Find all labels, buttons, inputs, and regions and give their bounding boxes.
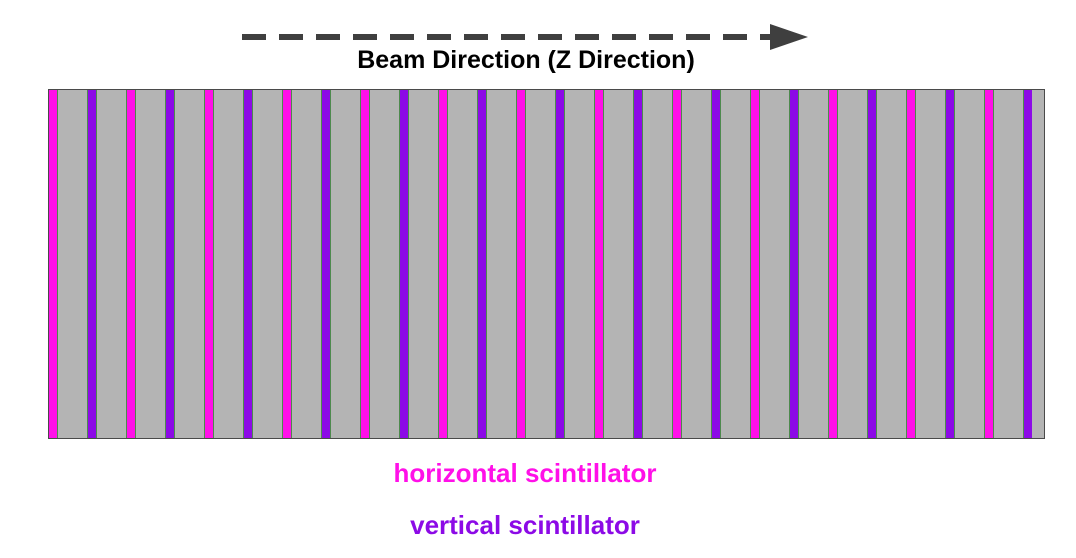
horizontal-scintillator-layer — [49, 90, 57, 438]
absorber-layer — [135, 90, 166, 438]
absorber-layer — [96, 90, 127, 438]
absorber-layer — [954, 90, 985, 438]
absorber-layer — [564, 90, 595, 438]
absorber-layer — [876, 90, 907, 438]
absorber-layer — [993, 90, 1024, 438]
absorber-layer — [759, 90, 790, 438]
arrow-head — [770, 24, 808, 50]
vertical-scintillator-layer — [946, 90, 954, 438]
vertical-scintillator-layer — [400, 90, 408, 438]
vertical-scintillator-layer — [322, 90, 330, 438]
legend-vertical-scintillator: vertical scintillator — [410, 510, 640, 540]
horizontal-scintillator-layer — [517, 90, 525, 438]
vertical-scintillator-layer — [790, 90, 798, 438]
absorber-layer — [174, 90, 205, 438]
vertical-scintillator-layer — [478, 90, 486, 438]
horizontal-scintillator-layer — [907, 90, 915, 438]
absorber-layer — [525, 90, 556, 438]
vertical-scintillator-layer — [1024, 90, 1032, 438]
horizontal-scintillator-layer — [127, 90, 135, 438]
diagram-title: Beam Direction (Z Direction) — [357, 46, 695, 74]
absorber-layer — [798, 90, 829, 438]
absorber-layer — [603, 90, 634, 438]
absorber-layer — [57, 90, 88, 438]
horizontal-scintillator-layer — [205, 90, 213, 438]
absorber-layer — [291, 90, 322, 438]
horizontal-scintillator-layer — [595, 90, 603, 438]
absorber-layer — [720, 90, 751, 438]
horizontal-scintillator-layer — [361, 90, 369, 438]
vertical-scintillator-layer — [244, 90, 252, 438]
horizontal-scintillator-layer — [673, 90, 681, 438]
detector-stack — [48, 89, 1045, 439]
vertical-scintillator-layer — [166, 90, 174, 438]
horizontal-scintillator-layer — [439, 90, 447, 438]
vertical-scintillator-layer — [634, 90, 642, 438]
horizontal-scintillator-layer — [985, 90, 993, 438]
beam-direction-arrow — [242, 24, 808, 50]
absorber-layer — [486, 90, 517, 438]
absorber-layer — [915, 90, 946, 438]
absorber-layer — [447, 90, 478, 438]
absorber-layer — [681, 90, 712, 438]
horizontal-scintillator-layer — [829, 90, 837, 438]
vertical-scintillator-layer — [88, 90, 96, 438]
absorber-layer — [837, 90, 868, 438]
vertical-scintillator-layer — [712, 90, 720, 438]
horizontal-scintillator-layer — [751, 90, 759, 438]
absorber-layer — [330, 90, 361, 438]
legend-horizontal-scintillator: horizontal scintillator — [393, 458, 657, 488]
absorber-layer — [642, 90, 673, 438]
absorber-layer — [213, 90, 244, 438]
absorber-layer — [252, 90, 283, 438]
absorber-layer — [369, 90, 400, 438]
vertical-scintillator-layer — [868, 90, 876, 438]
horizontal-scintillator-layer — [283, 90, 291, 438]
vertical-scintillator-layer — [556, 90, 564, 438]
absorber-layer — [408, 90, 439, 438]
